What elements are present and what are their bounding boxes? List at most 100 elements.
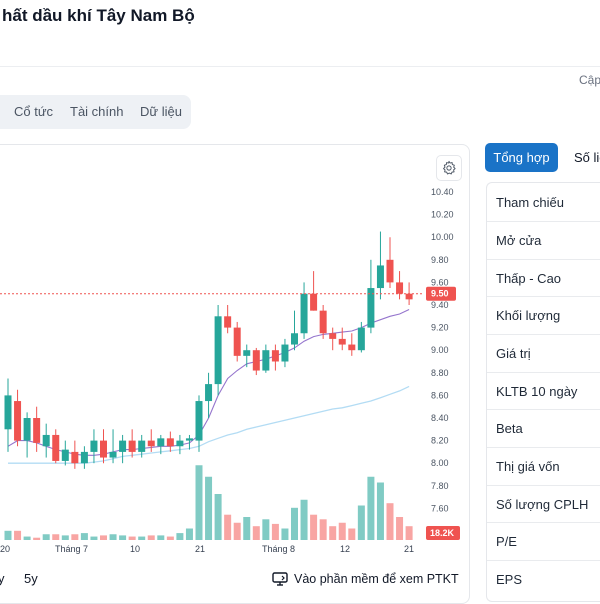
last-price-tag (426, 286, 456, 301)
candle-body (119, 440, 127, 452)
volume-bar (147, 535, 155, 540)
candle-body (80, 451, 88, 464)
candle-body (405, 293, 413, 300)
candle (386, 237, 394, 289)
candle (138, 434, 146, 458)
candle (281, 338, 289, 368)
x-tick-label: 21 (404, 544, 414, 554)
candle (376, 231, 384, 300)
candle-body (71, 451, 79, 464)
volume-bar (166, 536, 174, 540)
candle (271, 344, 279, 371)
candle-body (147, 440, 155, 447)
volume-bar (233, 522, 241, 540)
candle (252, 347, 260, 376)
candle-body (61, 449, 69, 461)
tab-co-tuc[interactable]: Cổ tức (14, 104, 54, 119)
candle (176, 434, 184, 455)
candle (338, 327, 346, 351)
candle (310, 271, 318, 311)
volume-bar (357, 505, 365, 540)
candle (109, 429, 117, 464)
updated-label: Cập (579, 73, 600, 87)
candle (300, 282, 308, 339)
candle (14, 389, 22, 447)
candle (262, 344, 270, 373)
stat-row-so-luong-cplh: Số lượng CPLH (487, 485, 600, 523)
ptkt-link[interactable]: Vào phần mềm để xem PTKT (272, 572, 459, 586)
candle-body (166, 438, 174, 447)
y-tick-label: 10.00 (431, 232, 454, 242)
candle (52, 429, 60, 464)
range-5y-button[interactable]: 5y (24, 571, 38, 586)
volume-bar (100, 535, 107, 540)
candle-body (33, 418, 41, 443)
tab-tai-chinh[interactable]: Tài chính (70, 104, 124, 119)
chart-settings-button[interactable] (436, 155, 462, 181)
volume-bar (338, 522, 346, 540)
volume-bar (310, 514, 318, 540)
candle-body (52, 434, 60, 461)
volume-bar (71, 534, 79, 540)
tab-so-lieu[interactable]: Số liệ (574, 150, 600, 165)
x-tick-label: Tháng 7 (55, 544, 88, 554)
candle (128, 429, 136, 458)
volume-bar (109, 534, 117, 540)
volume-bar (176, 533, 184, 540)
candle (243, 344, 251, 368)
price-chart[interactable]: 10.40 10.20 10.00 9.80 9.60 9.40 9.20 9.00 8.80 8… (0, 140, 470, 560)
candle (71, 440, 79, 469)
y-tick-label: 10.20 (431, 210, 454, 220)
volume-bar (300, 499, 308, 540)
tab-du-lieu[interactable]: Dữ liệu (140, 104, 182, 119)
volume-bar (42, 534, 50, 540)
candle-body (348, 344, 356, 351)
volume-bar (291, 507, 298, 540)
stats-table: Tham chiếu Mở cửa Thấp - Cao Khối lượng … (486, 182, 600, 602)
stat-row-pe: P/E (487, 522, 600, 560)
y-tick-label: 8.80 (431, 368, 449, 378)
stat-row-mo-cua: Mở cửa (487, 221, 600, 259)
last-volume-tag (426, 526, 460, 540)
volume-bar (271, 523, 279, 540)
candle-body (396, 282, 404, 294)
volume-bar (4, 530, 12, 540)
volume-bar (90, 536, 98, 540)
y-tick-label: 9.60 (431, 277, 449, 287)
tab-tong-hop[interactable]: Tổng hợp (485, 143, 558, 172)
x-tick-label: 20 (0, 544, 10, 554)
candle (205, 372, 213, 418)
header-divider (0, 66, 600, 67)
candle (396, 271, 404, 300)
candle-body (367, 288, 375, 328)
y-tick-label: 9.20 (431, 323, 449, 333)
candle-body (338, 338, 346, 345)
range-y-button[interactable]: y (0, 571, 5, 586)
candle (214, 305, 222, 396)
volume-bar (319, 519, 327, 540)
candle-body (252, 350, 260, 371)
volume-bar (262, 519, 270, 540)
volume-bar (281, 528, 289, 540)
y-tick-label: 9.00 (431, 345, 449, 355)
candle (61, 440, 69, 466)
candle-body (90, 440, 98, 452)
candle (80, 446, 88, 469)
candle-body (4, 395, 12, 430)
volume-bar (14, 530, 22, 540)
volume-bar (386, 503, 394, 540)
volume-bar (252, 526, 260, 540)
candle (329, 327, 337, 351)
volume-bar (195, 465, 203, 540)
volume-bar (405, 526, 413, 540)
section-tabs: Cổ tức Tài chính Dữ liệu (0, 95, 191, 129)
candle (147, 429, 155, 452)
volume-bar (367, 476, 375, 540)
candle (319, 305, 327, 339)
last-price-label: 9.50 (431, 289, 449, 299)
candle-body (233, 327, 241, 356)
candle (357, 321, 365, 353)
x-tick-label: 21 (195, 544, 205, 554)
y-tick-label: 8.40 (431, 413, 449, 423)
stat-row-gia-tri: Giá trị (487, 334, 600, 372)
